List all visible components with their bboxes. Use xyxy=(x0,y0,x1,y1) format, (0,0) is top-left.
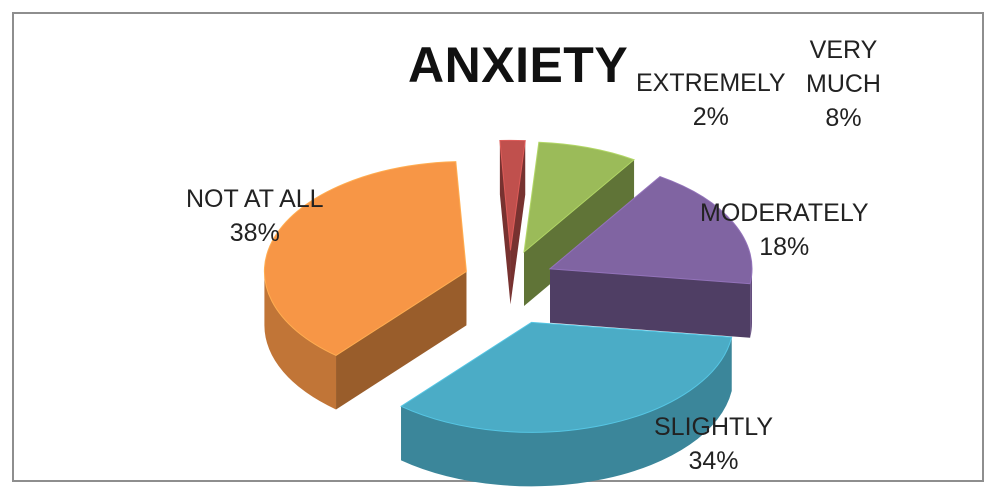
slice-top xyxy=(400,321,733,433)
chart-title: ANXIETY xyxy=(408,37,629,93)
label-pct-slightly: 34% xyxy=(688,447,739,475)
pie-slice-moderately xyxy=(548,175,753,338)
slice-top xyxy=(548,175,753,285)
slice-rim xyxy=(401,337,732,487)
label-name-slightly: SLIGHTLY xyxy=(654,413,774,441)
data-label-not-at-all: NOT AT ALL 38% xyxy=(186,182,324,250)
data-label-very-much: VERY MUCH 8% xyxy=(806,33,881,135)
label-name-very-much-1: VERY xyxy=(809,36,878,64)
data-label-slightly: SLIGHTLY 34% xyxy=(654,410,773,478)
slice-top xyxy=(499,139,526,251)
slice-rim xyxy=(750,268,753,338)
pie-slice-slightly xyxy=(400,321,733,487)
slice-side-end xyxy=(550,268,751,338)
slice-top xyxy=(523,141,636,254)
data-label-moderately: MODERATELY 18% xyxy=(700,196,869,264)
label-pct-very-much: 8% xyxy=(825,104,862,132)
slice-side-start xyxy=(336,271,467,410)
slice-rim xyxy=(264,271,337,410)
label-name-moderately: MODERATELY xyxy=(700,199,869,227)
pie-slice-not-at-all xyxy=(263,161,467,410)
label-pct-moderately: 18% xyxy=(759,233,810,261)
label-name-very-much-2: MUCH xyxy=(806,70,881,98)
label-pct-not-at-all: 38% xyxy=(229,219,280,247)
label-name-extremely: EXTREMELY xyxy=(636,69,786,97)
label-pct-extremely: 2% xyxy=(692,103,729,131)
slice-side-end xyxy=(510,140,526,305)
pie-slice-extremely xyxy=(499,139,526,305)
label-name-not-at-all: NOT AT ALL xyxy=(186,185,324,213)
data-label-extremely: EXTREMELY 2% xyxy=(636,66,786,134)
slice-side-start xyxy=(499,140,511,305)
slice-top xyxy=(263,161,467,357)
